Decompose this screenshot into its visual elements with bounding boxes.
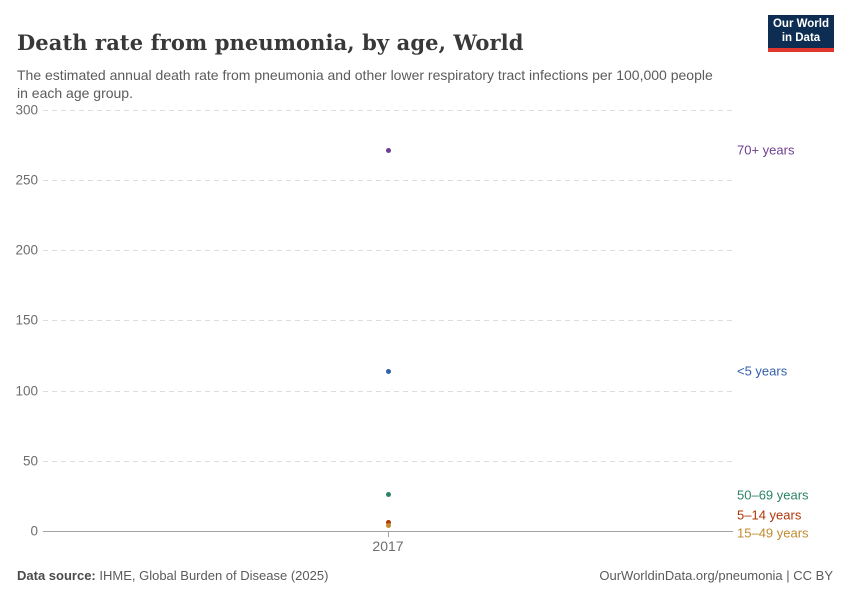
y-axis-tick-label: 0 <box>30 523 38 539</box>
data-source-text: IHME, Global Burden of Disease (2025) <box>95 568 329 583</box>
owid-logo-line2: in Data <box>781 31 821 44</box>
y-axis-tick-label: 50 <box>22 453 38 469</box>
data-point-70+-years[interactable] <box>385 147 391 153</box>
gridline <box>43 109 733 111</box>
gridline <box>43 179 733 181</box>
chart-title: Death rate from pneumonia, by age, World <box>17 30 524 56</box>
series-label-5-14-years[interactable]: 5–14 years <box>737 507 802 523</box>
x-axis-tick-label: 2017 <box>372 538 404 555</box>
data-source-label: Data source: <box>17 568 96 583</box>
data-point-15-49-years[interactable] <box>385 523 391 529</box>
series-label-15-49-years[interactable]: 15–49 years <box>737 525 809 541</box>
x-axis-tick-mark <box>388 531 389 538</box>
chart-subtitle: The estimated annual death rate from pne… <box>17 67 713 101</box>
y-axis-tick-label: 100 <box>15 383 38 399</box>
gridline <box>43 320 733 322</box>
y-axis-tick-label: 300 <box>15 102 38 118</box>
owid-logo[interactable]: Our World in Data <box>768 15 834 52</box>
owid-logo-line1: Our World <box>772 18 829 31</box>
gridline <box>43 250 733 252</box>
license-link[interactable]: OurWorldinData.org/pneumonia | CC BY <box>599 568 833 583</box>
series-label-50-69-years[interactable]: 50–69 years <box>737 487 809 503</box>
gridline <box>43 390 733 392</box>
data-point-<5-years[interactable] <box>385 368 391 374</box>
y-axis-tick-label: 150 <box>15 312 38 328</box>
chart-footer: Data source: IHME, Global Burden of Dise… <box>17 568 833 583</box>
gridline <box>43 461 733 463</box>
y-axis-tick-label: 200 <box>15 242 38 258</box>
y-axis-tick-label: 250 <box>15 172 38 188</box>
series-label-<5-years[interactable]: <5 years <box>737 363 788 379</box>
data-point-50-69-years[interactable] <box>385 492 391 498</box>
data-source-note: Data source: IHME, Global Burden of Dise… <box>17 568 328 583</box>
data-point-5-14-years[interactable] <box>385 520 391 526</box>
series-label-70+-years[interactable]: 70+ years <box>737 142 795 158</box>
